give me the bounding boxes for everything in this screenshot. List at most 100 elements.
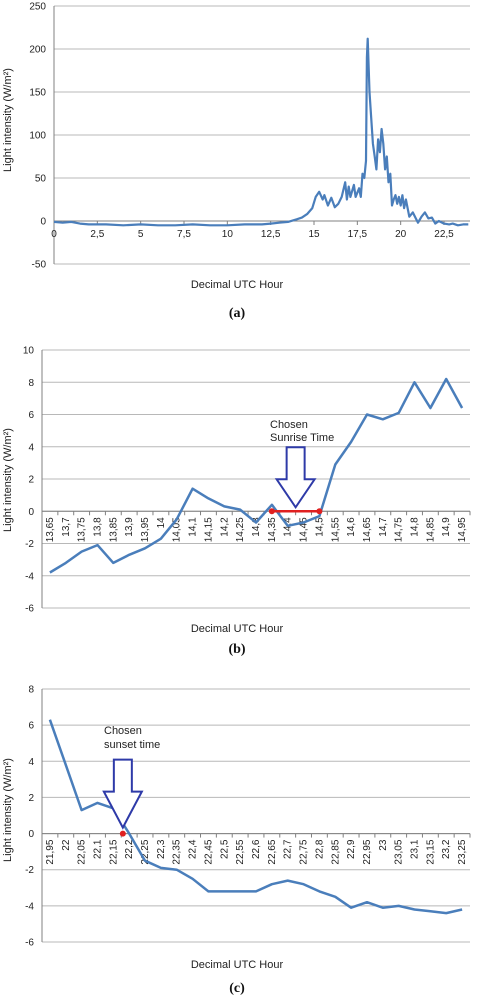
y-tick-label: -2 (25, 539, 34, 550)
chart-a-caption: (a) (229, 306, 246, 321)
y-tick-label: -6 (25, 938, 34, 949)
y-tick-label: 2 (28, 793, 34, 804)
x-tick-label: 20 (395, 229, 407, 240)
y-tick-label: 8 (28, 378, 34, 389)
x-tick-label: 13,85 (108, 517, 119, 542)
y-tick-label: -2 (25, 865, 34, 876)
chart-b-caption: (b) (228, 642, 245, 657)
chart-c-y-axis-label: Light intensity (W/m²) (2, 758, 14, 862)
x-tick-label: 23 (378, 839, 389, 851)
x-tick-label: 14,6 (346, 517, 357, 537)
x-tick-label: 22,8 (314, 839, 325, 859)
y-tick-label: 150 (29, 88, 46, 99)
x-tick-label: 14,7 (378, 517, 389, 537)
y-tick-label: -50 (32, 260, 47, 271)
y-tick-label: 0 (28, 829, 34, 840)
x-tick-label: 22,55 (235, 839, 246, 864)
x-tick-label: 14,8 (410, 517, 421, 537)
chart-a-y-axis-label: Light intensity (W/m²) (2, 68, 14, 172)
x-tick-label: 13,7 (61, 517, 72, 537)
y-tick-label: 200 (29, 45, 46, 56)
x-tick-label: 22,7 (283, 839, 294, 859)
x-tick-label: 22,35 (172, 839, 183, 864)
x-tick-label: 22,2 (124, 839, 135, 859)
x-tick-label: 22,75 (299, 839, 310, 864)
y-tick-label: 6 (28, 410, 34, 421)
x-tick-label: 14,15 (203, 517, 214, 542)
x-tick-label: 14,95 (457, 517, 468, 542)
chart-b-annotation-group: Chosen Sunrise Time (270, 419, 334, 444)
y-tick-label: 100 (29, 131, 46, 142)
x-tick-label: 7,5 (177, 229, 191, 240)
x-tick-label: 14,2 (219, 517, 230, 537)
x-tick-label: 23,2 (441, 839, 452, 859)
x-tick-label: 22,45 (203, 839, 214, 864)
x-tick-label: 22,05 (77, 839, 88, 864)
sunset-arrow-icon (102, 758, 144, 830)
x-tick-label: 14,65 (362, 517, 373, 542)
x-tick-label: 22,5 (434, 229, 454, 240)
chart-c-marks (48, 719, 463, 915)
chart-c-x-axis-label: Decimal UTC Hour (191, 959, 284, 971)
y-tick-label: 2 (28, 475, 34, 486)
x-tick-label: 22,5 (219, 839, 230, 859)
sunset-marker-point (119, 830, 126, 837)
x-tick-label: 12,5 (261, 229, 281, 240)
x-tick-label: 22,85 (330, 839, 341, 864)
x-tick-label: 22,9 (346, 839, 357, 859)
x-tick-label: 14,1 (188, 517, 199, 537)
x-tick-label: 22,4 (188, 839, 199, 859)
chart-b-annotation-line-2: Sunrise Time (270, 432, 334, 444)
x-tick-label: 23,25 (457, 839, 468, 864)
chart-c: -6 -4 -2 0 2 4 6 8 21,95 22 22,05 22,1 22,15 22,2 22,… (2, 685, 471, 996)
chart-b-x-ticks: 13,65 13,7 13,75 13,8 13,85 13,9 13,95 14 14,05 1… (41, 511, 471, 542)
y-tick-label: 6 (28, 721, 34, 732)
x-tick-label: 22,65 (267, 839, 278, 864)
chart-b-marks (49, 377, 464, 574)
chart-c-annotation-line-2: sunset time (104, 739, 160, 751)
x-tick-label: 23,15 (425, 839, 436, 864)
x-tick-label: 14,3 (251, 517, 262, 537)
x-tick-label: 10 (222, 229, 234, 240)
x-tick-label: 14,85 (425, 517, 436, 542)
x-tick-label: 15 (308, 229, 320, 240)
y-tick-label: 4 (28, 442, 34, 453)
chart-a: -50 0 50 100 150 200 250 0 2,5 5 7,5 10 12,5 15 17,5 2… (2, 2, 470, 321)
y-tick-label: -4 (25, 901, 34, 912)
x-tick-label: 13,95 (140, 517, 151, 542)
x-tick-label: 14,75 (394, 517, 405, 542)
x-tick-label: 22 (61, 839, 72, 851)
x-tick-label: 13,75 (77, 517, 88, 542)
chart-c-annotation-group: Chosen sunset time (104, 725, 160, 751)
chart-c-gridlines (41, 688, 470, 943)
x-tick-label: 22,15 (108, 839, 119, 864)
chart-a-gridlines (53, 5, 470, 265)
x-tick-label: 13,9 (124, 517, 135, 537)
chart-a-y-ticks: -50 0 50 100 150 200 250 (29, 2, 46, 271)
chart-b-y-ticks: -6 -4 -2 0 2 4 6 8 10 (23, 346, 35, 615)
light-intensity-series-line (53, 37, 469, 227)
x-tick-label: 13,8 (92, 517, 103, 537)
x-tick-label: 13,65 (45, 517, 56, 542)
chart-c-y-ticks: -6 -4 -2 0 2 4 6 8 (25, 685, 34, 949)
chart-a-x-axis-label: Decimal UTC Hour (191, 279, 284, 291)
chart-a-marks (53, 37, 469, 227)
chart-b-x-axis-label: Decimal UTC Hour (191, 623, 284, 635)
y-tick-label: 250 (29, 2, 46, 13)
x-tick-label: 14,55 (330, 517, 341, 542)
x-tick-label: 22,25 (140, 839, 151, 864)
chart-b-gridlines (41, 349, 470, 609)
y-tick-label: -6 (25, 604, 34, 615)
x-tick-label: 22,1 (92, 839, 103, 859)
x-tick-label: 14,45 (299, 517, 310, 542)
x-tick-label: 23,1 (410, 839, 421, 859)
x-tick-label: 14,5 (314, 517, 325, 537)
x-tick-label: 23,05 (394, 839, 405, 864)
chart-c-x-ticks: 21,95 22 22,05 22,1 22,15 22,2 22,25 22,3 22,35 2… (41, 833, 471, 865)
chart-c-caption: (c) (229, 981, 245, 996)
x-tick-label: 5 (138, 229, 144, 240)
chart-b-annotation-line-1: Chosen (270, 419, 308, 431)
x-tick-label: 2,5 (90, 229, 104, 240)
